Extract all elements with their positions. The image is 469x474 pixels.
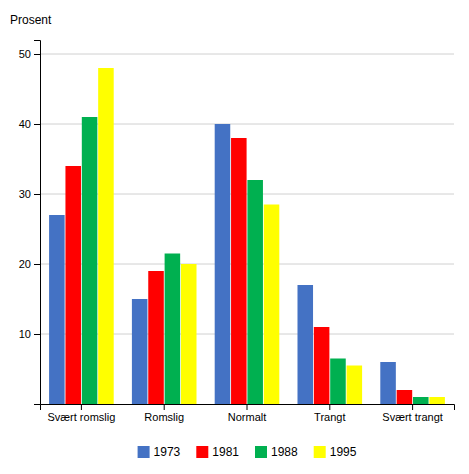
bar xyxy=(98,68,114,404)
bar-group xyxy=(297,285,362,404)
x-axis-line xyxy=(41,405,455,411)
legend-item: 1995 xyxy=(314,445,357,459)
x-tick-label: Svært romslig xyxy=(47,411,115,423)
y-tick: 10 xyxy=(19,328,40,340)
y-tick-mark xyxy=(34,194,40,195)
legend-swatch xyxy=(196,446,208,458)
y-tick-mark xyxy=(34,264,40,265)
bar xyxy=(380,362,396,404)
bar xyxy=(347,366,363,405)
x-tick: Romslig xyxy=(144,404,184,423)
bar xyxy=(247,180,263,404)
x-tick-mark xyxy=(81,404,82,410)
bar-group xyxy=(132,254,197,405)
bar xyxy=(264,205,280,405)
bar xyxy=(413,397,429,404)
bar xyxy=(49,215,65,404)
bar xyxy=(65,166,81,404)
x-tick-label: Normalt xyxy=(228,411,267,423)
bar xyxy=(82,117,98,404)
y-axis-line xyxy=(34,41,41,405)
legend-swatch xyxy=(255,446,267,458)
legend-item: 1981 xyxy=(196,445,239,459)
bar xyxy=(181,264,197,404)
legend-label: 1995 xyxy=(330,445,357,459)
y-tick-label: 50 xyxy=(19,48,31,60)
y-tick-label: 10 xyxy=(19,328,31,340)
legend-label: 1973 xyxy=(154,445,181,459)
x-tick-mark xyxy=(164,404,165,410)
x-tick: Trangt xyxy=(314,404,345,423)
x-tick-label: Trangt xyxy=(314,411,345,423)
y-tick-mark xyxy=(34,54,40,55)
y-tick: 30 xyxy=(19,188,40,200)
y-tick-label: 20 xyxy=(19,258,31,270)
legend: 1973 1981 1988 1995 xyxy=(138,445,357,459)
x-tick-mark xyxy=(412,404,413,410)
bar xyxy=(429,397,445,404)
bar-group xyxy=(380,362,445,404)
x-axis: Svært romslig Romslig Normalt Trangt Svært t… xyxy=(41,404,455,423)
x-tick: Normalt xyxy=(228,404,267,423)
y-tick-mark xyxy=(34,124,40,125)
legend-label: 1988 xyxy=(271,445,298,459)
legend-item: 1988 xyxy=(255,445,298,459)
x-tick-label: Svært trangt xyxy=(382,411,443,423)
y-axis-title: Prosent xyxy=(10,13,52,27)
y-tick-label: 30 xyxy=(19,188,31,200)
y-tick-label: 40 xyxy=(19,118,31,130)
x-tick: Svært romslig xyxy=(47,404,115,423)
legend-label: 1981 xyxy=(212,445,239,459)
bar xyxy=(148,271,164,404)
y-tick: 20 xyxy=(19,258,40,270)
legend-swatch xyxy=(138,446,150,458)
bar xyxy=(397,390,413,404)
bar xyxy=(215,124,231,404)
x-tick: Svært trangt xyxy=(382,404,443,423)
bar xyxy=(165,254,181,405)
plot: Svært romslig Romslig Normalt Trangt Svært t… xyxy=(19,41,455,423)
bar xyxy=(330,359,346,405)
x-tick-mark xyxy=(329,404,330,410)
legend-item: 1973 xyxy=(138,445,181,459)
x-tick-label: Romslig xyxy=(144,411,184,423)
bars xyxy=(49,68,445,404)
bar-group xyxy=(215,124,280,404)
legend-swatch xyxy=(314,446,326,458)
y-tick: 50 xyxy=(19,48,40,60)
bar xyxy=(132,299,148,404)
y-tick: 40 xyxy=(19,118,40,130)
y-axis: 10 20 30 40 50 xyxy=(19,41,41,405)
bar xyxy=(314,327,330,404)
x-tick-mark xyxy=(247,404,248,410)
bar xyxy=(297,285,313,404)
y-tick-mark xyxy=(34,334,40,335)
bar-group xyxy=(49,68,114,404)
chart: Svært romslig Romslig Normalt Trangt Svært t… xyxy=(0,0,469,474)
bar xyxy=(231,138,247,404)
grid-line xyxy=(40,54,454,55)
